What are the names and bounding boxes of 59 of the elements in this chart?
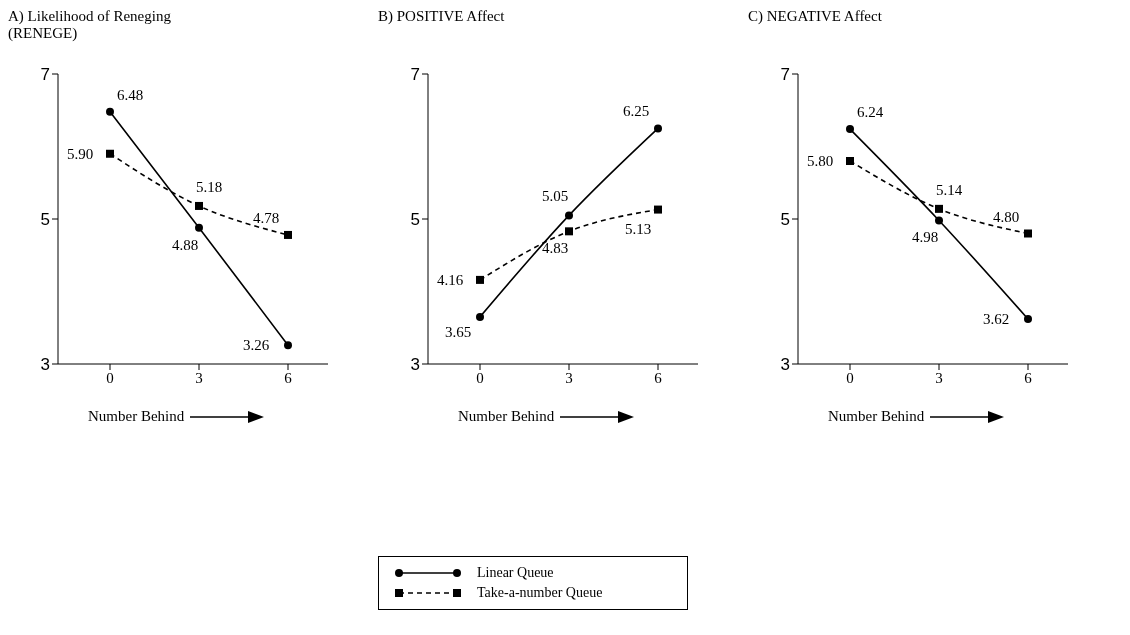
point <box>1024 229 1032 238</box>
data-label: 6.24 <box>856 104 884 121</box>
chart-title: A) Likelihood of Reneging (RENEGE) <box>8 8 172 43</box>
x-tick-label: 3 <box>565 369 573 386</box>
point <box>654 205 662 214</box>
y-tick-label: 5 <box>410 210 420 230</box>
point <box>935 216 943 225</box>
x-tick-label: 0 <box>106 369 114 386</box>
x-tick-label: 3 <box>935 369 943 386</box>
data-label: 4.88 <box>171 236 199 253</box>
x-tick-label: 6 <box>1024 369 1033 386</box>
y-tick-label: 5 <box>40 210 50 230</box>
data-label: 5.05 <box>541 188 569 205</box>
x-axis-title: Number Behind <box>458 408 555 425</box>
point <box>284 341 292 350</box>
x-tick-label: 3 <box>195 369 203 386</box>
x-tick-label: 0 <box>846 369 854 386</box>
data-label: 3.26 <box>242 337 270 354</box>
legend-label: Take-a-number Queue <box>477 585 603 601</box>
data-label: 4.98 <box>911 229 939 246</box>
point <box>106 149 114 158</box>
data-label: 4.16 <box>436 271 464 288</box>
point <box>565 227 573 236</box>
point <box>846 125 854 134</box>
x-tick-label: 6 <box>284 369 293 386</box>
data-label: 3.62 <box>982 311 1010 328</box>
legend-label: Linear Queue <box>477 565 554 581</box>
point <box>654 124 662 133</box>
point <box>1024 315 1032 324</box>
point <box>846 157 854 165</box>
data-label: 3.65 <box>444 323 472 340</box>
y-tick-label: 7 <box>40 65 50 85</box>
chart-title: C) NEGATIVE Affect <box>748 8 883 26</box>
data-label: 4.80 <box>992 208 1020 225</box>
data-label: 4.78 <box>252 209 280 226</box>
data-label: 4.83 <box>541 240 569 257</box>
data-label: 5.80 <box>806 153 834 169</box>
x-axis-title: Number Behind <box>88 408 185 425</box>
y-tick-label: 7 <box>780 65 790 85</box>
point <box>476 312 484 321</box>
point <box>284 230 292 239</box>
data-label: 5.13 <box>624 220 652 237</box>
point <box>106 107 114 116</box>
data-label: 5.18 <box>195 178 223 195</box>
point <box>195 201 203 210</box>
data-label: 5.14 <box>935 181 963 198</box>
data-label: 6.48 <box>116 86 144 103</box>
data-label: 6.25 <box>622 103 650 120</box>
point <box>476 275 484 284</box>
point <box>565 211 573 220</box>
point <box>195 223 203 232</box>
point <box>935 204 943 213</box>
x-axis-title: Number Behind <box>828 408 925 425</box>
y-tick-label: 5 <box>780 210 790 230</box>
chart-title: B) POSITIVE Affect <box>378 8 506 26</box>
x-tick-label: 6 <box>654 369 663 386</box>
data-label: 5.90 <box>66 145 94 162</box>
y-tick-label: 7 <box>410 65 420 85</box>
x-tick-label: 0 <box>476 369 484 386</box>
